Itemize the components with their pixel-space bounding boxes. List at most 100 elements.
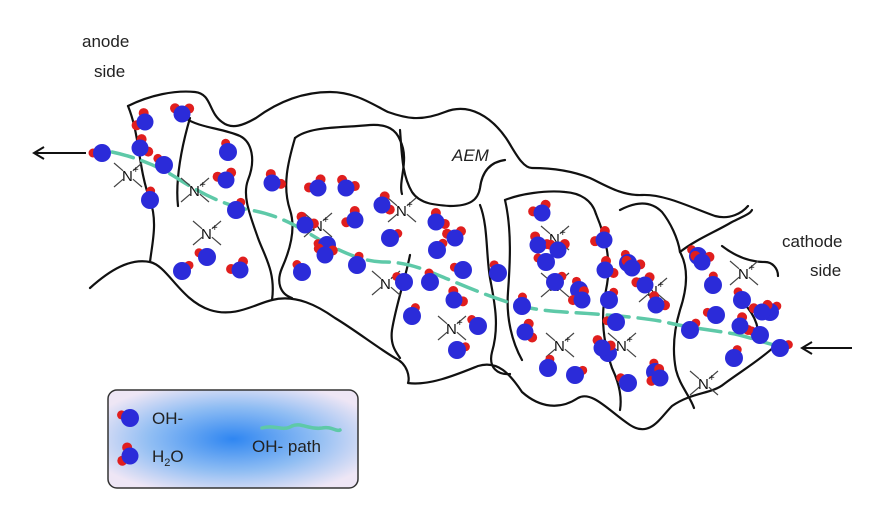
- legend-water-label: H2O: [152, 447, 184, 469]
- water-molecule: [528, 199, 551, 222]
- water-molecule: [568, 286, 591, 309]
- water-molecule: [313, 243, 338, 264]
- hydroxide-ion: [292, 260, 311, 281]
- hydroxide-ion: [194, 248, 216, 266]
- hydroxide-ion: [539, 354, 557, 377]
- cation-charge: +: [323, 215, 329, 226]
- water-molecule: [545, 239, 570, 259]
- cation-charge: +: [565, 335, 571, 346]
- hydroxide-ion: [533, 253, 555, 271]
- water-molecule: [442, 226, 466, 247]
- hydroxide-ion: [117, 409, 139, 427]
- water-legend-icon: [117, 442, 139, 466]
- cation-charge: +: [457, 318, 463, 329]
- cation-charge: +: [133, 165, 139, 176]
- water-molecule: [590, 226, 613, 249]
- legend-water-sub: 2: [164, 457, 170, 469]
- hydroxide-ion: [421, 268, 439, 291]
- water-molecule: [131, 108, 154, 131]
- water-molecule: [131, 134, 154, 157]
- hydroxide-ion: [546, 271, 567, 291]
- quaternary-ammonium-group: N+: [689, 370, 719, 396]
- water-molecule: [631, 272, 655, 294]
- water-molecule: [592, 335, 616, 357]
- hydroxide-ion: [219, 138, 237, 161]
- quaternary-ammonium-group: N+: [387, 197, 417, 223]
- water-molecule: [373, 191, 395, 215]
- water-molecule: [427, 208, 450, 231]
- hydroxide-ion: [489, 260, 507, 282]
- cation-charge: +: [200, 180, 206, 191]
- water-molecule: [596, 256, 619, 279]
- hydroxide-ion: [141, 186, 159, 209]
- hydroxide-path: [110, 150, 780, 348]
- hydroxide-ion: [428, 238, 448, 259]
- legend-water-h: H: [152, 447, 164, 466]
- water-molecule: [170, 103, 195, 123]
- hydroxide-ion: [702, 306, 725, 324]
- membrane-domain-boundaries: [88, 90, 780, 431]
- legend-hydroxide-label: OH-: [152, 409, 183, 428]
- water-molecule: [341, 206, 364, 229]
- hydroxide-ion: [348, 251, 366, 274]
- cation-charge: +: [407, 200, 413, 211]
- hydroxide-ion: [616, 373, 637, 392]
- water-molecule: [731, 312, 754, 336]
- hydroxide-ion: [467, 315, 487, 335]
- anode-arrow: [32, 146, 86, 160]
- cathode-label-line1: cathode: [782, 232, 843, 251]
- water-molecule: [621, 255, 646, 277]
- quaternary-ammonium-group: N+: [180, 177, 210, 203]
- hydroxide-ion: [88, 144, 111, 162]
- water-molecule: [516, 318, 538, 343]
- legend-water-o: O: [170, 447, 183, 466]
- hydroxide-ion: [771, 339, 793, 357]
- hydroxide-ion: [403, 303, 421, 325]
- cathode-label-line2: side: [810, 261, 841, 280]
- water-molecule: [296, 211, 319, 234]
- water-molecule: [748, 299, 773, 321]
- water-molecule: [117, 442, 139, 466]
- quaternary-ammonium-group: N+: [113, 162, 143, 188]
- cathode-arrow: [800, 341, 852, 355]
- hydroxide-ion: [381, 229, 403, 247]
- water-molecule: [337, 174, 360, 197]
- hydroxide-ion: [449, 261, 472, 279]
- quaternary-ammonium-group: N+: [729, 260, 759, 286]
- quaternary-ammonium-group: N+: [545, 332, 575, 358]
- hydroxide-ion: [448, 341, 470, 359]
- cation-charge: +: [749, 263, 755, 274]
- anode-label-line2: side: [94, 62, 125, 81]
- hydroxide-ion: [704, 271, 722, 294]
- water-molecule: [646, 364, 669, 387]
- cation-charge: +: [560, 228, 566, 239]
- hydroxide-ion: [733, 287, 751, 309]
- water-molecule: [690, 250, 715, 271]
- quaternary-ammonium-group: N+: [192, 220, 222, 246]
- water-molecule: [226, 256, 249, 279]
- hydroxide-ion: [725, 345, 743, 367]
- water-molecule: [212, 167, 237, 189]
- hydroxide-ion: [513, 292, 531, 315]
- quaternary-ammonium-group: N+: [437, 315, 467, 341]
- hydroxide-ion: [566, 365, 588, 384]
- legend-path-label: OH- path: [252, 437, 321, 456]
- ion-and-water-molecules: [88, 103, 793, 392]
- legend-path-swatch: [260, 423, 342, 433]
- water-molecule: [445, 286, 468, 309]
- hydroxide-ion: [392, 272, 413, 291]
- hydroxide-ion: [681, 318, 701, 339]
- hydroxide-ion: [602, 313, 625, 331]
- anode-label-line1: anode: [82, 32, 129, 51]
- cation-charge: +: [212, 223, 218, 234]
- hydroxide-ion: [173, 260, 194, 280]
- hydroxide-ion: [227, 197, 246, 219]
- aem-label: AEM: [451, 146, 490, 165]
- hydroxide-legend-icon: [117, 409, 139, 427]
- cation-charge: +: [627, 335, 633, 346]
- water-molecule: [647, 291, 670, 314]
- water-molecule: [263, 169, 286, 192]
- water-molecule: [304, 174, 327, 197]
- cation-charge: +: [709, 373, 715, 384]
